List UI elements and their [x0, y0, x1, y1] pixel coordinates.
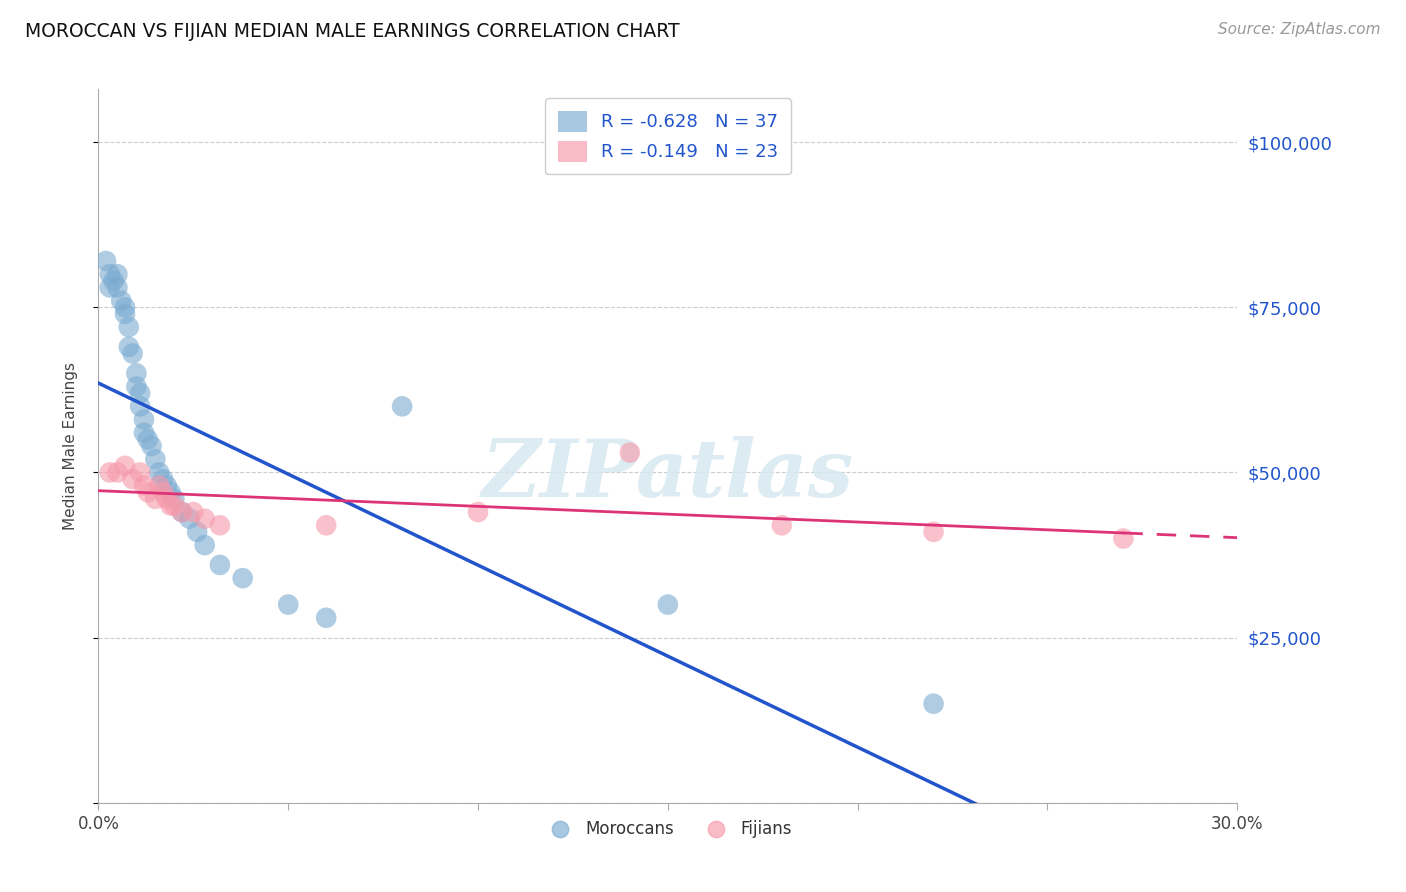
Point: [194, 538, 217, 552]
Point: [152, 472, 174, 486]
Point: [467, 505, 489, 519]
Point: [98, 466, 121, 480]
Point: [114, 307, 136, 321]
Point: [183, 505, 205, 519]
Point: [922, 697, 945, 711]
Point: [277, 598, 299, 612]
Point: [114, 300, 136, 314]
Point: [770, 518, 793, 533]
Point: [103, 274, 125, 288]
Text: Source: ZipAtlas.com: Source: ZipAtlas.com: [1218, 22, 1381, 37]
Point: [163, 499, 186, 513]
Point: [107, 466, 129, 480]
Point: [163, 491, 186, 506]
Point: [118, 340, 141, 354]
Point: [125, 367, 148, 381]
Point: [129, 466, 152, 480]
Point: [315, 611, 337, 625]
Legend: Moroccans, Fijians: Moroccans, Fijians: [537, 814, 799, 845]
Point: [121, 472, 143, 486]
Point: [179, 511, 201, 525]
Text: ZIPatlas: ZIPatlas: [482, 436, 853, 513]
Point: [125, 379, 148, 393]
Point: [129, 400, 152, 414]
Point: [152, 485, 174, 500]
Point: [315, 518, 337, 533]
Point: [1112, 532, 1135, 546]
Point: [156, 478, 179, 492]
Text: MOROCCAN VS FIJIAN MEDIAN MALE EARNINGS CORRELATION CHART: MOROCCAN VS FIJIAN MEDIAN MALE EARNINGS …: [25, 22, 681, 41]
Point: [232, 571, 254, 585]
Point: [132, 425, 155, 440]
Point: [98, 280, 121, 294]
Point: [145, 491, 167, 506]
Point: [391, 400, 413, 414]
Point: [136, 485, 159, 500]
Point: [132, 412, 155, 426]
Point: [148, 478, 170, 492]
Point: [98, 267, 121, 281]
Point: [922, 524, 945, 539]
Point: [145, 452, 167, 467]
Point: [129, 386, 152, 401]
Point: [159, 485, 181, 500]
Point: [114, 458, 136, 473]
Point: [110, 293, 132, 308]
Point: [121, 346, 143, 360]
Point: [118, 320, 141, 334]
Point: [619, 445, 641, 459]
Point: [170, 505, 193, 519]
Point: [657, 598, 679, 612]
Point: [107, 267, 129, 281]
Point: [208, 558, 231, 572]
Point: [156, 491, 179, 506]
Point: [208, 518, 231, 533]
Point: [94, 254, 117, 268]
Point: [170, 505, 193, 519]
Point: [194, 511, 217, 525]
Point: [186, 524, 208, 539]
Point: [132, 478, 155, 492]
Point: [159, 499, 181, 513]
Point: [141, 439, 163, 453]
Point: [148, 466, 170, 480]
Y-axis label: Median Male Earnings: Median Male Earnings: [63, 362, 77, 530]
Point: [136, 433, 159, 447]
Point: [107, 280, 129, 294]
